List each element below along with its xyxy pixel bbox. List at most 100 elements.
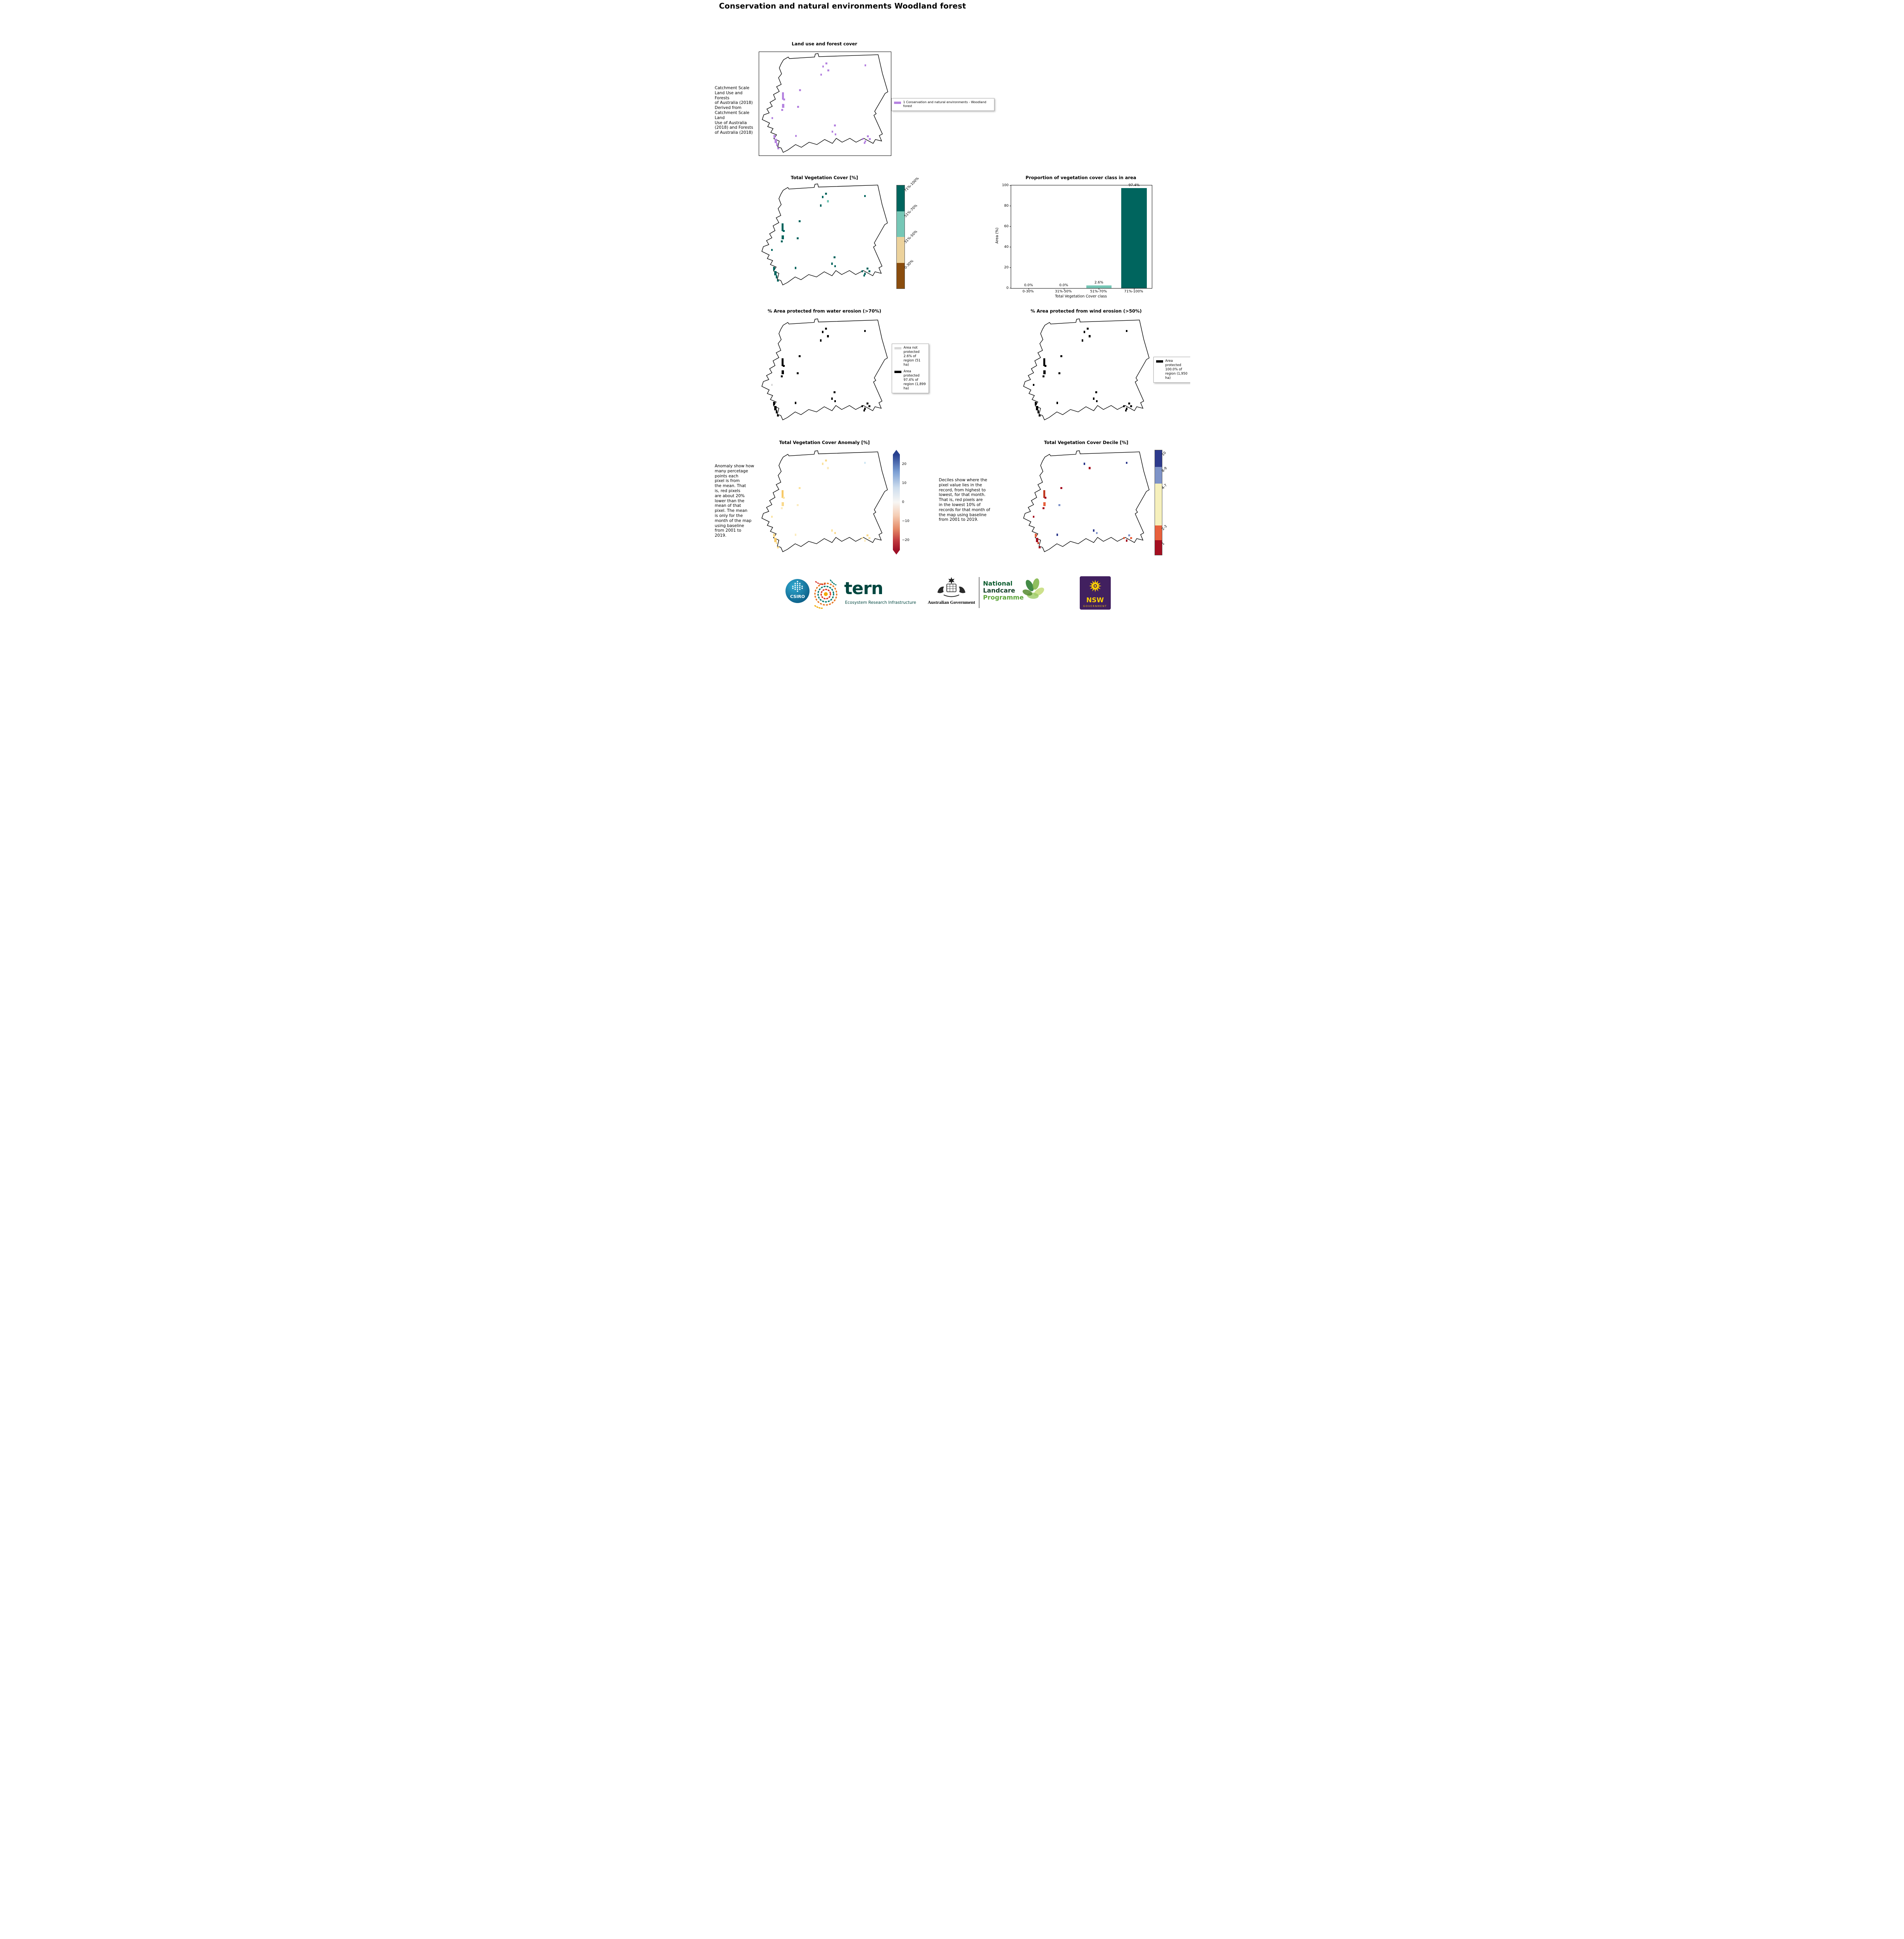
map-pixel	[1087, 328, 1089, 330]
panel-title-proportion: Proportion of vegetation cover class in …	[1025, 175, 1136, 180]
map-pixel	[1036, 538, 1038, 543]
map-pixel	[773, 534, 775, 537]
landuse-pixels	[759, 52, 891, 156]
map-pixel	[861, 405, 863, 407]
xtick-label: 71%-100%	[1124, 290, 1143, 294]
map-pixel	[864, 330, 866, 332]
emu-silhouette	[958, 586, 965, 593]
map-pixel	[1056, 534, 1058, 536]
cb-seg-0-30	[896, 263, 905, 289]
panel-title-water: % Area protected from water erosion (>70…	[768, 308, 881, 314]
tern-subtitle: Ecosystem Research Infrastructure	[845, 600, 916, 605]
map-pixel	[1093, 529, 1094, 532]
water-legend-label-notprotected: Area not protected 2.6% of region (51 ha…	[903, 346, 921, 367]
cb-seg-51-70	[896, 211, 905, 237]
map-pixel	[831, 529, 833, 532]
map-pixel	[822, 196, 824, 198]
tern-logo: tern	[844, 579, 884, 598]
landuse-side-text: Catchment Scale Land Use and Forests of …	[715, 86, 753, 135]
legend-entry: 1 Conservation and natural environments …	[894, 100, 992, 109]
map-pixel	[822, 65, 824, 67]
bar-value-label: 97.4%	[1128, 183, 1140, 187]
bar-slot-51-70: 2.6%	[1081, 185, 1117, 290]
map-pixel	[831, 130, 833, 133]
map-pixel	[1125, 409, 1127, 411]
map-pixel	[795, 534, 797, 536]
bar-71-100	[1121, 188, 1147, 288]
map-pixel	[1060, 355, 1062, 358]
map-pixel	[867, 534, 868, 536]
cb-label: 51%-70%	[903, 204, 918, 218]
map-pixel	[834, 124, 836, 126]
map-pixel	[1036, 406, 1038, 411]
map-pixel	[799, 89, 801, 92]
decile-colorbar: 10 8-9 4-7 2-3 1	[1154, 450, 1168, 555]
vegcover-pixels	[759, 182, 891, 288]
map-pixel	[820, 74, 822, 76]
map-pixel	[1096, 532, 1098, 534]
map-pixel	[1123, 405, 1125, 407]
legend-entry: Area not protected 2.6% of region (51 ha…	[894, 346, 926, 367]
landcare-line-national: National	[983, 580, 1013, 587]
map-pixel	[781, 507, 783, 510]
y-axis-label: Area (%)	[995, 227, 999, 244]
cb-seg-8-9	[1155, 467, 1162, 484]
map-pixel	[834, 532, 836, 534]
map-pixel	[1095, 391, 1097, 394]
map-pixel	[863, 142, 866, 144]
ytick-80: 80	[1004, 204, 1009, 208]
map-pixel	[861, 138, 864, 140]
map-pixel	[834, 265, 836, 268]
map-pixel	[782, 370, 784, 375]
map-pixel	[864, 140, 866, 143]
cb-label: 31%-50%	[903, 230, 918, 244]
australian-government-label: Australian Government	[927, 600, 975, 605]
map-pixel	[795, 135, 797, 137]
map-pixel	[1044, 496, 1046, 499]
bar-51-70	[1086, 285, 1112, 288]
map-pixel	[1043, 507, 1044, 510]
map-pixel	[827, 69, 829, 72]
map-pixel	[864, 195, 866, 197]
map-pixel	[864, 408, 866, 410]
map-pixel	[783, 230, 785, 232]
cb-label: 0-30%	[903, 259, 914, 270]
map-pixel	[1037, 410, 1039, 414]
map-pixel	[799, 220, 801, 223]
map-anomaly	[759, 449, 891, 555]
proportion-bar-chart: 0 20 40 60 80 100 0.0% 0.0% 2.6% 97.4%	[1002, 183, 1152, 290]
x-axis-label: Total Vegetation Cover class	[1055, 294, 1107, 299]
wind-legend-swatch-protected	[1156, 360, 1163, 363]
decile-side-text: Deciles show where the pixel value lies …	[939, 478, 990, 522]
cb-seg-71-100	[896, 185, 905, 211]
map-pixel	[782, 235, 784, 240]
map-landuse	[758, 52, 891, 156]
landcare-leaves-icon	[1022, 578, 1044, 599]
anomaly-tick: 10	[902, 481, 906, 485]
kangaroo-silhouette	[937, 586, 944, 593]
map-pixel	[1128, 534, 1130, 536]
map-pixel	[1043, 370, 1046, 375]
panel-title-vegcover: Total Vegetation Cover [%]	[791, 175, 858, 180]
map-pixel	[834, 391, 835, 394]
map-pixel	[774, 271, 777, 276]
landuse-legend: 1 Conservation and natural environments …	[891, 98, 994, 111]
map-pixel	[825, 193, 827, 195]
bar-slot-71-100: 97.4%	[1117, 183, 1152, 290]
map-pixel	[868, 270, 870, 272]
colorbar-extend-up	[892, 450, 900, 455]
cb-seg-2-3	[1155, 525, 1162, 541]
map-pixel	[782, 223, 784, 231]
map-pixel	[825, 328, 827, 330]
map-pixel	[777, 147, 779, 149]
colorbar-extend-down	[892, 550, 900, 555]
landcare-line-landcare: Landcare	[983, 586, 1015, 594]
map-pixel	[775, 139, 777, 143]
map-pixel	[1032, 515, 1035, 518]
map-wind-erosion	[1020, 317, 1152, 423]
map-pixel	[869, 138, 871, 140]
landcare-line-programme: Programme	[983, 593, 1024, 601]
landcare-logo-text: National Landcare Programme	[983, 580, 1024, 601]
panel-title-anomaly: Total Vegetation Cover Anomaly [%]	[779, 440, 870, 445]
water-legend: Area not protected 2.6% of region (51 ha…	[891, 344, 929, 394]
